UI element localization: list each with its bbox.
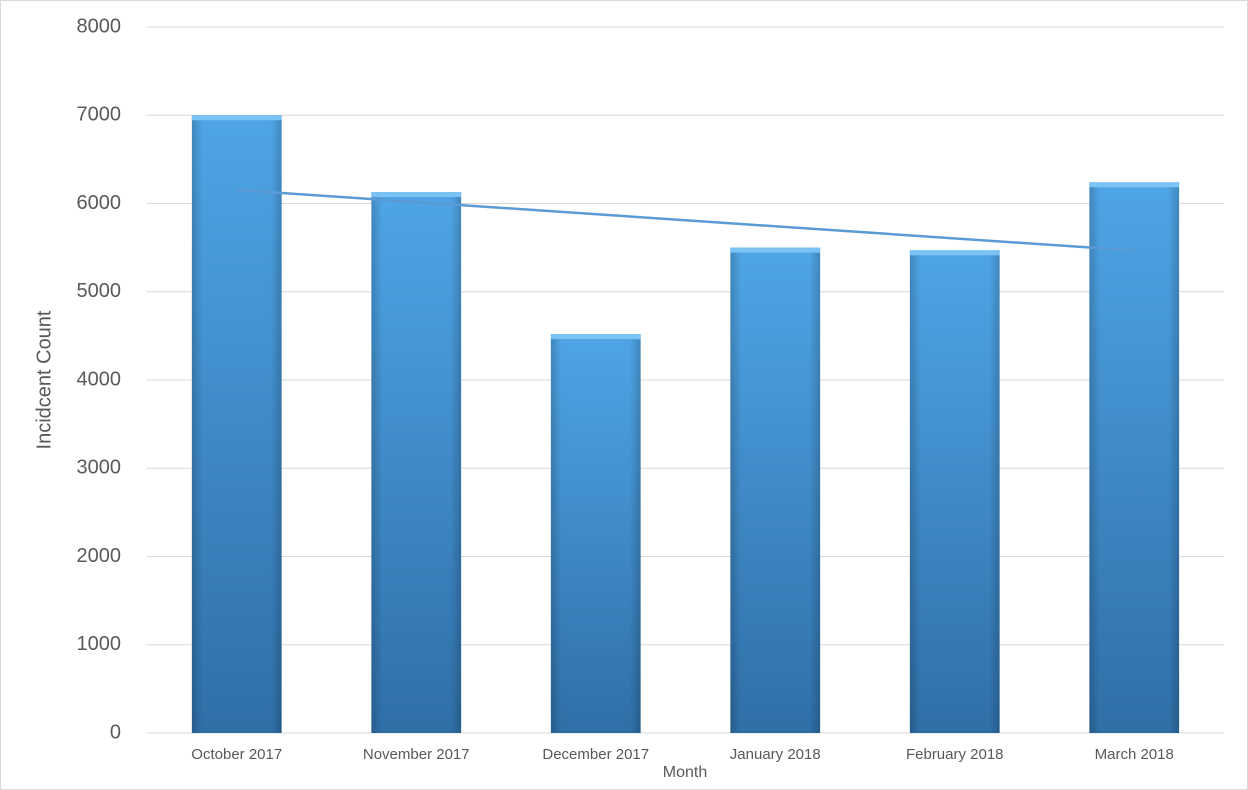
bar-shade: [730, 247, 821, 733]
x-tick-label: November 2017: [363, 746, 470, 763]
y-axis-label: Incidcent Count: [33, 310, 55, 449]
x-axis-label: Month: [663, 764, 707, 781]
y-tick-label: 2000: [77, 545, 122, 567]
y-tick-label: 4000: [77, 368, 122, 390]
x-tick-label: February 2018: [906, 746, 1004, 763]
y-tick-label: 3000: [77, 457, 122, 479]
y-tick-label: 1000: [77, 633, 122, 655]
bar-shade: [909, 250, 1000, 733]
x-tick-label: December 2017: [542, 746, 649, 763]
bar-cap: [909, 250, 1000, 256]
x-tick-label: January 2018: [730, 746, 821, 763]
x-tick-label: March 2018: [1095, 746, 1174, 763]
bar-shade: [550, 334, 641, 733]
y-tick-label: 8000: [77, 15, 122, 37]
bar-cap: [1089, 182, 1180, 188]
trendline: [236, 188, 1135, 252]
bar-cap: [730, 247, 821, 253]
y-tick-label: 5000: [77, 280, 122, 302]
bar-cap: [550, 334, 641, 340]
y-tick-label: 6000: [77, 192, 122, 214]
bar-shade: [191, 115, 282, 733]
x-tick-label: October 2017: [191, 746, 282, 763]
bar-cap: [191, 115, 282, 121]
bar-shade: [1089, 182, 1180, 733]
y-tick-label: 0: [110, 721, 121, 743]
bar-cap: [371, 192, 462, 198]
bar-shade: [371, 192, 462, 734]
y-tick-label: 7000: [77, 104, 122, 126]
